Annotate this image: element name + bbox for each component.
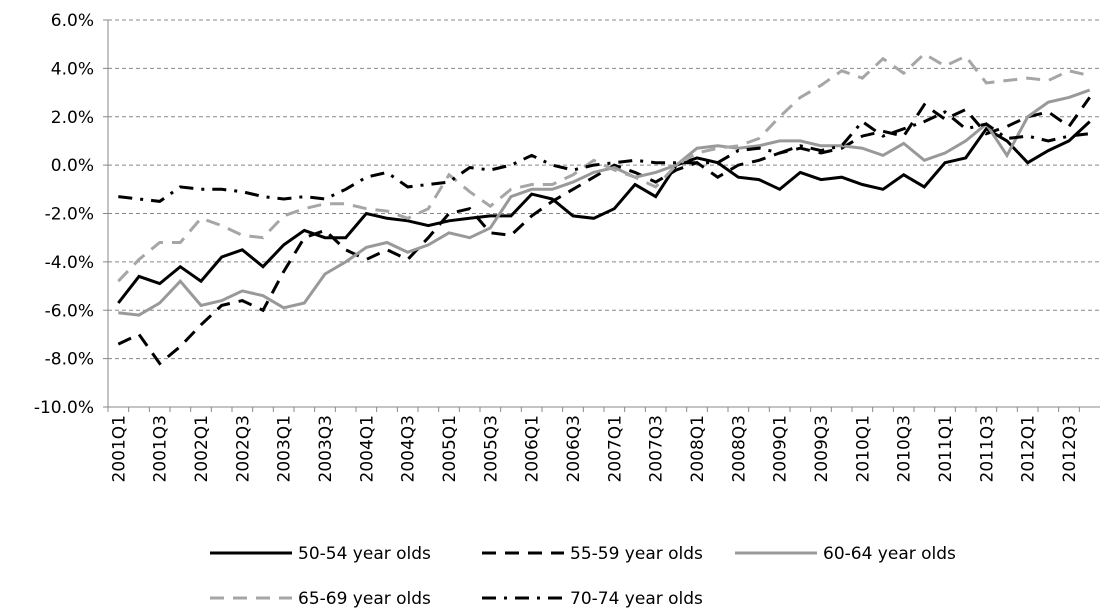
legend-label: 55-59 year olds (570, 544, 703, 564)
x-tick-label: 2003Q1 (275, 415, 295, 482)
x-tick-label: 2009Q1 (771, 415, 791, 482)
x-tick-label: 2008Q3 (729, 415, 749, 482)
x-tick-label: 2004Q1 (357, 415, 377, 482)
x-tick-label: 2002Q1 (192, 415, 212, 482)
series-line (117, 52, 1091, 283)
x-tick-label: 2010Q3 (895, 415, 915, 482)
x-tick-label: 2006Q1 (523, 415, 543, 482)
legend-label: 60-64 year olds (823, 544, 956, 564)
y-tick-label: 2.0% (51, 108, 94, 128)
x-tick-label: 2006Q3 (564, 415, 584, 482)
y-tick-label: -2.0% (45, 205, 94, 225)
x-tick-label: 2008Q1 (688, 415, 708, 482)
x-tick-label: 2012Q3 (1060, 415, 1080, 482)
y-tick-label: -8.0% (45, 350, 94, 370)
series-line (117, 96, 1091, 366)
legend-label: 70-74 year olds (570, 589, 703, 609)
x-tick-label: 2003Q3 (316, 415, 336, 482)
x-tick-label: 2004Q3 (399, 415, 419, 482)
legend-label: 50-54 year olds (298, 544, 431, 564)
y-tick-label: -6.0% (45, 301, 94, 321)
x-tick-label: 2007Q1 (605, 415, 625, 482)
x-tick-label: 2007Q3 (647, 415, 667, 482)
y-tick-label: 4.0% (51, 59, 94, 79)
y-tick-label: -4.0% (45, 253, 94, 273)
x-tick-label: 2005Q3 (481, 415, 501, 482)
x-tick-label: 2011Q1 (936, 415, 956, 482)
y-tick-label: -10.0% (34, 398, 94, 418)
x-tick-label: 2001Q1 (109, 415, 129, 482)
x-tick-label: 2005Q1 (440, 415, 460, 482)
legend-label: 65-69 year olds (298, 589, 431, 609)
series-line (118, 88, 1091, 317)
x-tick-label: 2009Q3 (812, 415, 832, 482)
x-tick-label: 2001Q3 (151, 415, 171, 482)
x-tick-label: 2010Q1 (853, 415, 873, 482)
x-tick-label: 2011Q3 (977, 415, 997, 482)
x-tick-label: 2012Q1 (1019, 415, 1039, 482)
y-tick-label: 6.0% (51, 11, 94, 31)
y-tick-label: 0.0% (51, 156, 94, 176)
series-line (118, 110, 1090, 203)
series-line (117, 120, 1091, 304)
x-tick-label: 2002Q3 (233, 415, 253, 482)
